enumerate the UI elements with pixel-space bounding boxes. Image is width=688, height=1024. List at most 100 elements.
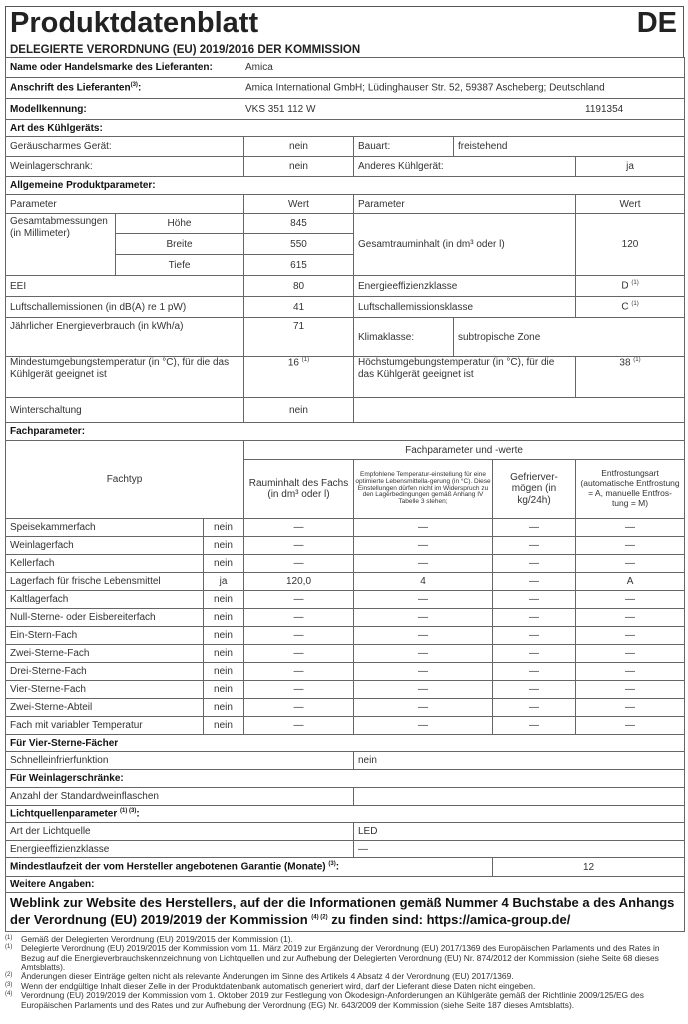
- footnote-mark: (1): [5, 944, 13, 951]
- compartment-volume: —: [243, 716, 354, 735]
- value: D: [621, 280, 629, 292]
- value: 38: [619, 357, 631, 369]
- compartment-volume: —: [243, 554, 354, 573]
- compartment-present: nein: [203, 536, 244, 555]
- design-value: freistehend: [452, 136, 686, 157]
- compartment-freeze: —: [492, 608, 576, 627]
- compartment-volume: —: [243, 608, 354, 627]
- compartment-temp: —: [353, 518, 493, 537]
- compartment-volume: —: [243, 644, 354, 663]
- compartment-row: Vier-Sterne-Fach nein — — — —: [5, 680, 686, 699]
- column-header: Rauminhalt des Fachs (in dm³ oder l): [243, 459, 354, 519]
- label: Winterschaltung: [5, 397, 244, 423]
- volume-value: 120: [574, 213, 686, 276]
- label: Bauart:: [353, 136, 454, 157]
- compartment-volume: 120,0: [243, 572, 354, 591]
- label: Schnelleinfrierfunktion: [5, 751, 354, 770]
- compartment-defrost: —: [574, 590, 686, 609]
- section-type: Art des Kühlgeräts:: [4, 119, 686, 137]
- supplier-address-row: Anschrift des Lieferanten(3): Amica Inter…: [4, 77, 686, 99]
- footnote-ref: (1): [631, 301, 639, 308]
- footnote: (4) Verordnung (EU) 2019/2019 der Kommiss…: [5, 991, 684, 1010]
- compartment-freeze: —: [492, 518, 576, 537]
- compartment-defrost: A: [574, 572, 686, 591]
- footnote-ref: (1) (3): [120, 808, 137, 815]
- label: Art der Lichtquelle: [5, 822, 354, 841]
- value: 16: [287, 357, 299, 369]
- label: Name oder Handelsmarke des Lieferanten:: [10, 62, 213, 73]
- compartment-temp: —: [353, 680, 493, 699]
- depth-value: 615: [243, 254, 354, 276]
- compartment-name: Drei-Sterne-Fach: [5, 662, 204, 681]
- noise-value: 41: [243, 296, 354, 318]
- compartment-row: Speisekammerfach nein — — — —: [5, 518, 686, 537]
- compartment-row: Drei-Sterne-Fach nein — — — —: [5, 662, 686, 681]
- label: Modellkennung:: [10, 103, 87, 115]
- column-header: Parameter: [5, 194, 244, 214]
- compartment-name: Fach mit variabler Temperatur: [5, 716, 204, 735]
- language-code: DE: [636, 7, 677, 39]
- footnote: (1) Gemäß der Delegierten Verordnung (EU)…: [5, 933, 684, 944]
- compartment-freeze: —: [492, 572, 576, 591]
- compartment-defrost: —: [574, 536, 686, 555]
- compartment-present: nein: [203, 518, 244, 537]
- compartment-temp: —: [353, 590, 493, 609]
- compartment-freeze: —: [492, 554, 576, 573]
- compartment-freeze: —: [492, 662, 576, 681]
- section-more: Weitere Angaben:: [4, 876, 686, 893]
- height-value: 845: [243, 213, 354, 234]
- footnote-mark: (1): [5, 934, 13, 941]
- wine-cabinet-value: nein: [243, 156, 354, 177]
- light-class-value: —: [352, 840, 686, 858]
- label: Gesamtrauminhalt (in dm³ oder l): [353, 213, 576, 276]
- label: Höhe: [115, 213, 244, 234]
- compartment-defrost: —: [574, 698, 686, 717]
- compartment-row: Fach mit variabler Temperatur nein — — — —: [5, 716, 686, 735]
- weblink[interactable]: Weblink zur Website des Herstellers, auf…: [4, 892, 686, 932]
- compartment-freeze: —: [492, 536, 576, 555]
- section-general: Allgemeine Produktparameter:: [4, 176, 686, 195]
- column-header: Gefrierver-mögen (in kg/24h): [492, 459, 576, 519]
- compartment-defrost: —: [574, 518, 686, 537]
- compartment-defrost: —: [574, 662, 686, 681]
- compartment-temp: 4: [353, 572, 493, 591]
- footnote-text: Delegierte Verordnung (EU) 2019/2015 der…: [21, 943, 660, 972]
- compartment-row: Ein-Stern-Fach nein — — — —: [5, 626, 686, 645]
- footnote-ref: (3): [130, 82, 138, 89]
- footnote-text: Gemäß der Delegierten Verordnung (EU) 20…: [21, 933, 293, 944]
- label: Geräuscharmes Gerät:: [5, 136, 244, 157]
- compartment-defrost: —: [574, 626, 686, 645]
- label: Energieeffizienzklasse: [353, 275, 576, 297]
- label: Klimaklasse:: [353, 317, 454, 357]
- compartment-row: Zwei-Sterne-Abteil nein — — — —: [5, 698, 686, 717]
- min-temp-value: 16 (1): [243, 356, 354, 398]
- compartment-present: nein: [203, 608, 244, 627]
- supplier-name: Amica: [245, 62, 273, 73]
- compartment-volume: —: [243, 536, 354, 555]
- compartment-name: Ein-Stern-Fach: [5, 626, 204, 645]
- compartment-present: ja: [203, 572, 244, 591]
- datasheet-table: Name oder Handelsmarke des Lieferanten: A…: [4, 57, 686, 932]
- value: C: [621, 301, 629, 313]
- compartment-freeze: —: [492, 590, 576, 609]
- compartment-row: Kellerfach nein — — — —: [5, 554, 686, 573]
- compartment-volume: —: [243, 590, 354, 609]
- compartment-temp: —: [353, 698, 493, 717]
- column-header: Wert: [574, 194, 686, 214]
- label: Anderes Kühlgerät:: [353, 156, 576, 177]
- section-wine: Für Weinlagerschränke:: [4, 769, 686, 788]
- model-row: Modellkennung: VKS 351 112 W 1191354: [4, 98, 686, 120]
- empty-cell: [352, 397, 686, 423]
- compartment-name: Kellerfach: [5, 554, 204, 573]
- label: Breite: [115, 233, 244, 255]
- footnote-ref: (3): [328, 861, 336, 868]
- other-appliance-value: ja: [574, 156, 686, 177]
- label: Tiefe: [115, 254, 244, 276]
- compartment-present: nein: [203, 698, 244, 717]
- column-header: Empfohlene Temperatur-einstellung für ei…: [353, 459, 493, 519]
- compartment-present: nein: [203, 716, 244, 735]
- compartment-temp: —: [353, 554, 493, 573]
- label: Weinlagerschrank:: [5, 156, 244, 177]
- compartment-present: nein: [203, 644, 244, 663]
- compartment-row: Zwei-Sterne-Fach nein — — — —: [5, 644, 686, 663]
